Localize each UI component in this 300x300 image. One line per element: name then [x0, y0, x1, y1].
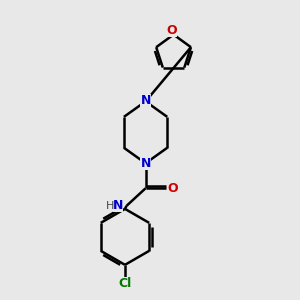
- Text: O: O: [167, 24, 177, 37]
- Text: H: H: [106, 201, 114, 211]
- Text: N: N: [140, 157, 151, 170]
- Text: Cl: Cl: [118, 278, 132, 290]
- Text: N: N: [113, 200, 123, 212]
- Text: O: O: [167, 182, 178, 195]
- Text: N: N: [140, 94, 151, 107]
